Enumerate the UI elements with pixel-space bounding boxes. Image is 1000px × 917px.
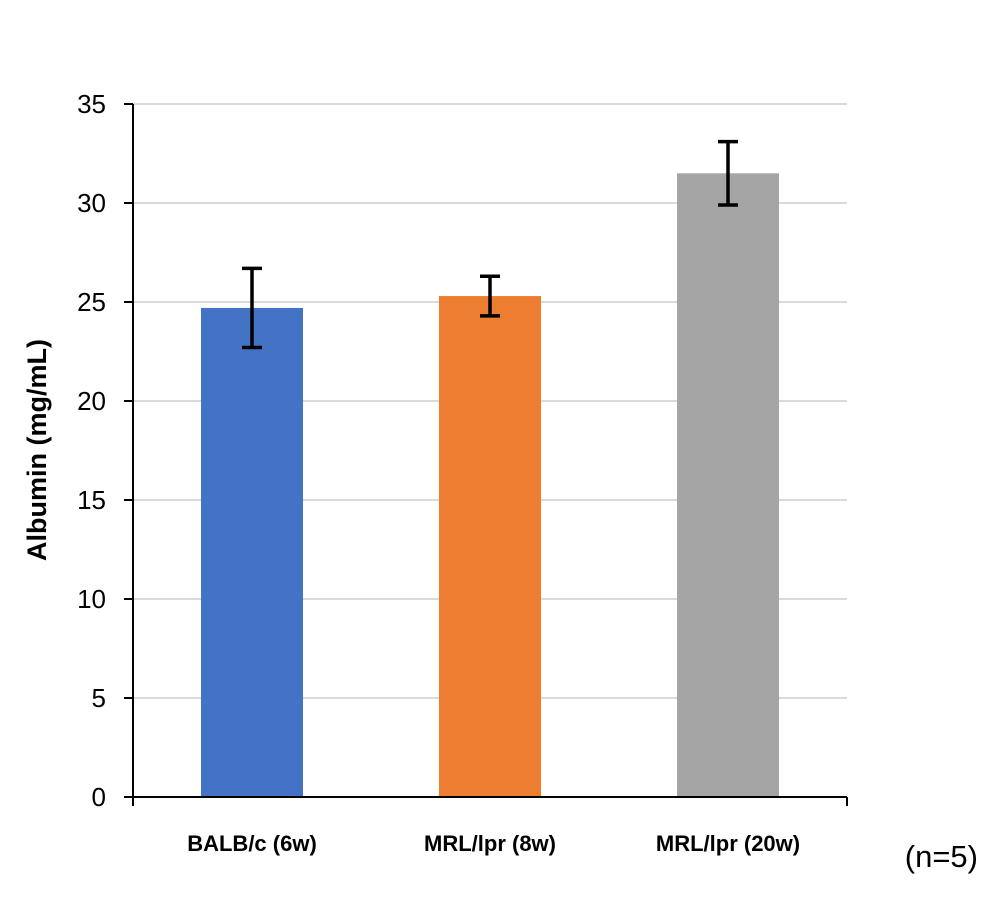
x-tick-label: BALB/c (6w) [187,831,317,856]
y-tick-label: 15 [77,485,106,515]
bars [201,173,779,798]
y-tick-label: 10 [77,584,106,614]
y-tick-label: 5 [92,683,106,713]
y-axis-label: Albumin (mg/mL) [22,339,52,561]
x-tick-label: MRL/lpr (8w) [424,831,556,856]
x-tick-labels: BALB/c (6w) MRL/lpr (8w) MRL/lpr (20w) [187,831,800,856]
bar [677,173,779,798]
y-tick-labels: 0 5 10 15 20 25 30 35 [77,89,106,812]
axes [124,103,848,806]
y-tick-label: 20 [77,386,106,416]
error-bars [242,139,738,350]
y-tick-label: 25 [77,287,106,317]
sample-size-note: (n=5) [905,839,978,874]
y-tick-label: 0 [92,782,106,812]
y-tick-label: 35 [77,89,106,119]
y-tick-label: 30 [77,188,106,218]
bar [201,307,303,797]
x-tick-label: MRL/lpr (20w) [656,831,800,856]
bar [439,296,541,797]
